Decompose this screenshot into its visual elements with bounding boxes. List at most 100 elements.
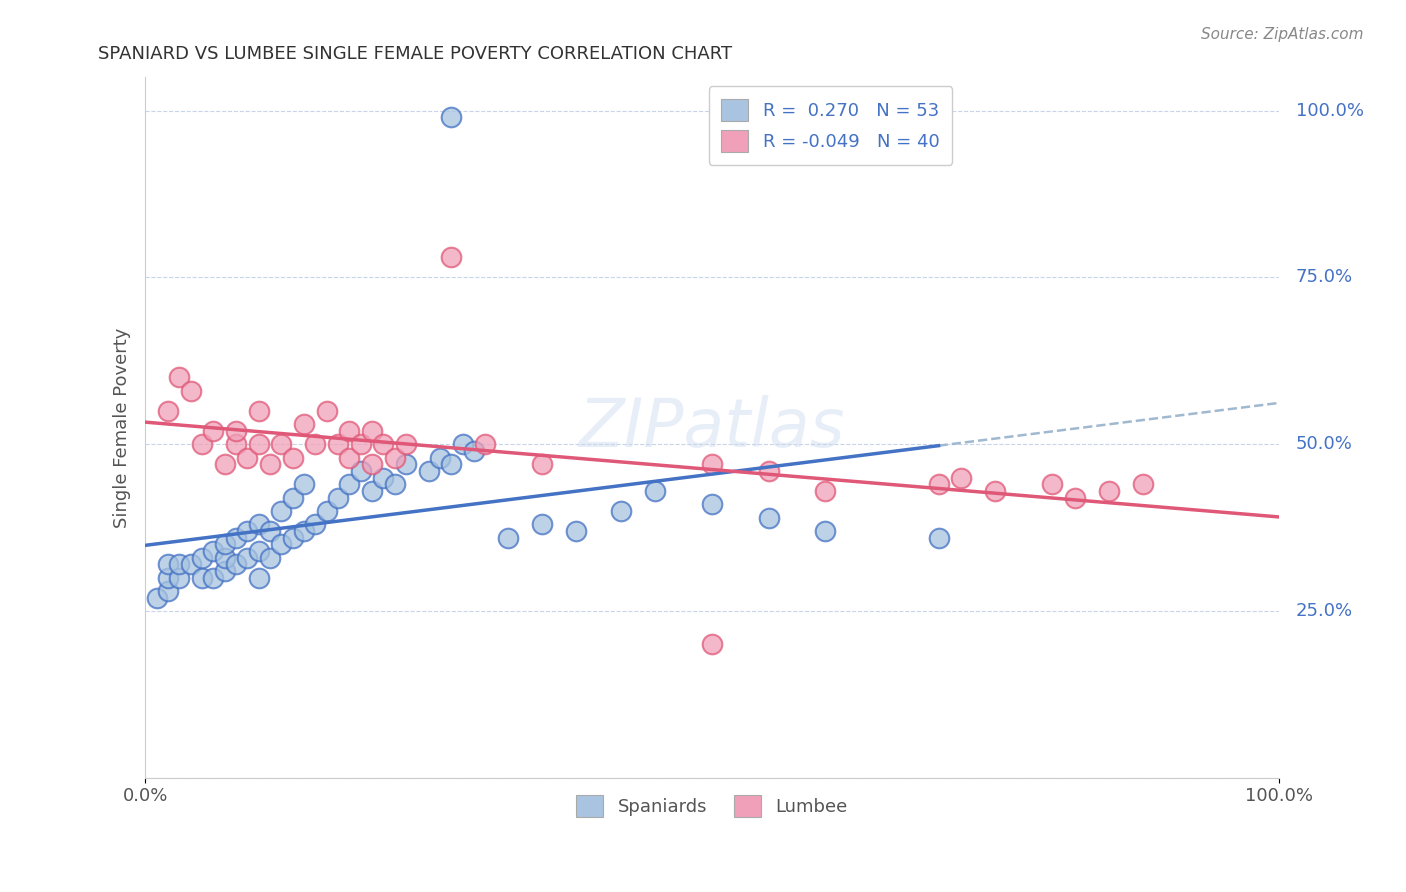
Point: [169, 570, 191, 584]
Point: [361, 424, 384, 438]
Point: [373, 470, 395, 484]
Point: [429, 450, 451, 465]
Point: [247, 404, 270, 418]
Point: [337, 424, 360, 438]
Point: [1132, 477, 1154, 491]
Point: [1063, 491, 1085, 505]
Point: [814, 483, 837, 498]
Point: [395, 437, 418, 451]
Text: Source: ZipAtlas.com: Source: ZipAtlas.com: [1201, 27, 1364, 42]
Point: [292, 477, 315, 491]
Point: [156, 558, 179, 572]
Point: [236, 550, 259, 565]
Point: [440, 111, 463, 125]
Point: [191, 437, 214, 451]
Point: [156, 404, 179, 418]
Point: [530, 457, 553, 471]
Point: [496, 531, 519, 545]
Point: [225, 437, 247, 451]
Point: [440, 457, 463, 471]
Point: [202, 544, 225, 558]
Point: [191, 550, 214, 565]
Point: [384, 450, 406, 465]
Text: ZIPatlas: ZIPatlas: [579, 394, 845, 460]
Point: [337, 477, 360, 491]
Point: [349, 437, 371, 451]
Point: [236, 450, 259, 465]
Point: [565, 524, 588, 538]
Point: [292, 417, 315, 432]
Legend: Spaniards, Lumbee: Spaniards, Lumbee: [569, 788, 855, 824]
Point: [180, 558, 202, 572]
Y-axis label: Single Female Poverty: Single Female Poverty: [114, 327, 131, 528]
Point: [202, 570, 225, 584]
Point: [145, 591, 167, 605]
Point: [156, 583, 179, 598]
Point: [214, 550, 236, 565]
Point: [700, 457, 723, 471]
Point: [451, 437, 474, 451]
Point: [315, 504, 337, 518]
Point: [247, 570, 270, 584]
Point: [247, 517, 270, 532]
Point: [304, 517, 326, 532]
Point: [361, 457, 384, 471]
Point: [337, 450, 360, 465]
Point: [202, 424, 225, 438]
Point: [270, 537, 292, 551]
Point: [361, 483, 384, 498]
Point: [214, 457, 236, 471]
Point: [304, 437, 326, 451]
Point: [928, 531, 950, 545]
Point: [247, 544, 270, 558]
Point: [214, 564, 236, 578]
Point: [928, 477, 950, 491]
Point: [315, 404, 337, 418]
Point: [180, 384, 202, 398]
Point: [259, 550, 281, 565]
Point: [259, 524, 281, 538]
Point: [225, 424, 247, 438]
Text: SPANIARD VS LUMBEE SINGLE FEMALE POVERTY CORRELATION CHART: SPANIARD VS LUMBEE SINGLE FEMALE POVERTY…: [98, 45, 733, 62]
Point: [169, 558, 191, 572]
Point: [758, 464, 780, 478]
Point: [156, 570, 179, 584]
Point: [292, 524, 315, 538]
Text: 25.0%: 25.0%: [1295, 602, 1353, 620]
Point: [644, 483, 666, 498]
Point: [247, 437, 270, 451]
Point: [610, 504, 633, 518]
Point: [169, 370, 191, 384]
Point: [225, 558, 247, 572]
Point: [236, 524, 259, 538]
Point: [463, 443, 485, 458]
Point: [225, 531, 247, 545]
Point: [395, 457, 418, 471]
Point: [440, 251, 463, 265]
Text: 75.0%: 75.0%: [1295, 268, 1353, 286]
Point: [950, 470, 973, 484]
Point: [214, 537, 236, 551]
Point: [191, 570, 214, 584]
Point: [326, 437, 349, 451]
Point: [700, 637, 723, 651]
Point: [758, 510, 780, 524]
Point: [814, 524, 837, 538]
Point: [281, 450, 304, 465]
Point: [418, 464, 440, 478]
Point: [384, 477, 406, 491]
Point: [349, 464, 371, 478]
Point: [281, 491, 304, 505]
Text: 50.0%: 50.0%: [1295, 435, 1353, 453]
Point: [984, 483, 1007, 498]
Point: [1040, 477, 1063, 491]
Point: [270, 504, 292, 518]
Point: [1097, 483, 1119, 498]
Point: [373, 437, 395, 451]
Point: [474, 437, 496, 451]
Point: [259, 457, 281, 471]
Point: [270, 437, 292, 451]
Point: [326, 491, 349, 505]
Point: [281, 531, 304, 545]
Text: 100.0%: 100.0%: [1295, 102, 1364, 120]
